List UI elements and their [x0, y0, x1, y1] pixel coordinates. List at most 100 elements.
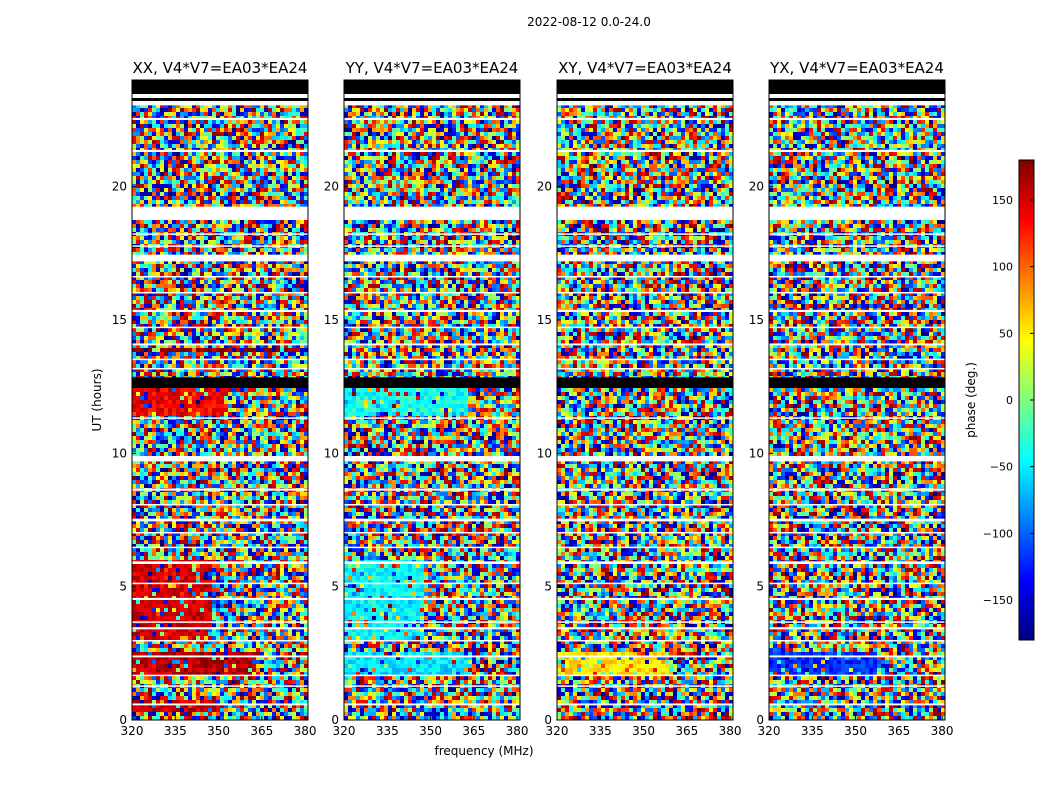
heatmap-cell [192, 444, 197, 449]
heatmap-cell [192, 480, 197, 485]
heatmap-cell [152, 492, 157, 497]
heatmap-cell [236, 392, 241, 397]
heatmap-cell [296, 124, 301, 129]
heatmap-cell [296, 204, 301, 209]
heatmap-cell [140, 440, 145, 445]
heatmap-cell [196, 516, 201, 521]
heatmap-cell [224, 200, 229, 205]
heatmap-cell [272, 220, 277, 225]
heatmap-cell [152, 240, 157, 245]
heatmap-cell [232, 504, 237, 509]
heatmap-cell [256, 484, 261, 489]
heatmap-cell [172, 248, 177, 253]
heatmap-cell [212, 236, 217, 241]
heatmap-cell [136, 224, 141, 229]
heatmap-cell [292, 464, 297, 469]
heatmap-cell [220, 260, 225, 265]
heatmap-cell [204, 448, 209, 453]
heatmap-cell [220, 288, 225, 293]
heatmap-cell [176, 344, 181, 349]
heatmap-cell [204, 112, 209, 117]
heatmap-cell [184, 504, 189, 509]
heatmap-cell [172, 252, 177, 257]
heatmap-cell [140, 444, 145, 449]
heatmap-cell [204, 440, 209, 445]
heatmap-cell [224, 112, 229, 117]
heatmap-cell [136, 436, 141, 441]
heatmap-cell [300, 440, 305, 445]
heatmap-cell [136, 128, 141, 133]
heatmap-cell [288, 296, 293, 301]
heatmap-cell [232, 168, 237, 173]
heatmap-cell [256, 220, 261, 225]
heatmap-cell [132, 224, 137, 229]
heatmap-cell [184, 296, 189, 301]
heatmap-cell [248, 292, 253, 297]
heatmap-cell [252, 136, 257, 141]
heatmap-cell [192, 492, 197, 497]
heatmap-cell [208, 508, 213, 513]
heatmap-cell [148, 140, 153, 145]
heatmap-cell [232, 528, 237, 533]
heatmap-cell [168, 104, 173, 109]
heatmap-cell [148, 316, 153, 321]
heatmap-cell [264, 468, 269, 473]
heatmap-cell [276, 108, 281, 113]
heatmap-cell [276, 368, 281, 373]
heatmap-cell [196, 268, 201, 273]
heatmap-cell [288, 108, 293, 113]
heatmap-cell [276, 520, 281, 525]
heatmap-cell [200, 228, 205, 233]
heatmap-cell [224, 440, 229, 445]
heatmap-cell [236, 268, 241, 273]
heatmap-cell [220, 444, 225, 449]
heatmap-cell [152, 276, 157, 281]
heatmap-cell [144, 108, 149, 113]
heatmap-cell [172, 332, 177, 337]
heatmap-cell [136, 236, 141, 241]
heatmap-cell [272, 432, 277, 437]
heatmap-cell [176, 200, 181, 205]
heatmap-cell [220, 348, 225, 353]
heatmap-cell [168, 228, 173, 233]
heatmap-cell [180, 348, 185, 353]
heatmap-cell [140, 296, 145, 301]
heatmap-cell [164, 480, 169, 485]
heatmap-cell [256, 304, 261, 309]
heatmap-cell [248, 196, 253, 201]
heatmap-cell [280, 152, 285, 157]
heatmap-cell [224, 176, 229, 181]
heatmap-cell [284, 124, 289, 129]
heatmap-cell [292, 364, 297, 369]
heatmap-cell [192, 276, 197, 281]
heatmap-cell [160, 252, 165, 257]
heatmap-cell [248, 460, 253, 465]
heatmap-cell [216, 172, 221, 177]
heatmap-cell [268, 144, 273, 149]
heatmap-cell [216, 468, 221, 473]
heatmap-cell [268, 136, 273, 141]
heatmap-cell [176, 316, 181, 321]
heatmap-cell [232, 228, 237, 233]
heatmap-cell [136, 424, 141, 429]
heatmap-cell [288, 448, 293, 453]
heatmap-cell [196, 528, 201, 533]
heatmap-cell [172, 200, 177, 205]
heatmap-cell [256, 172, 261, 177]
heatmap-cell [256, 180, 261, 185]
heatmap-cell [232, 368, 237, 373]
heatmap-cell [252, 156, 257, 161]
heatmap-cell [236, 164, 241, 169]
heatmap-cell [276, 440, 281, 445]
heatmap-cell [216, 424, 221, 429]
heatmap-cell [252, 524, 257, 529]
heatmap-cell [252, 304, 257, 309]
heatmap-cell [168, 404, 173, 409]
heatmap-cell [248, 108, 253, 113]
heatmap-cell [300, 228, 305, 233]
heatmap-cell [228, 364, 233, 369]
heatmap-cell [272, 404, 277, 409]
heatmap-cell [296, 168, 301, 173]
heatmap-cell [280, 132, 285, 137]
heatmap-cell [164, 448, 169, 453]
